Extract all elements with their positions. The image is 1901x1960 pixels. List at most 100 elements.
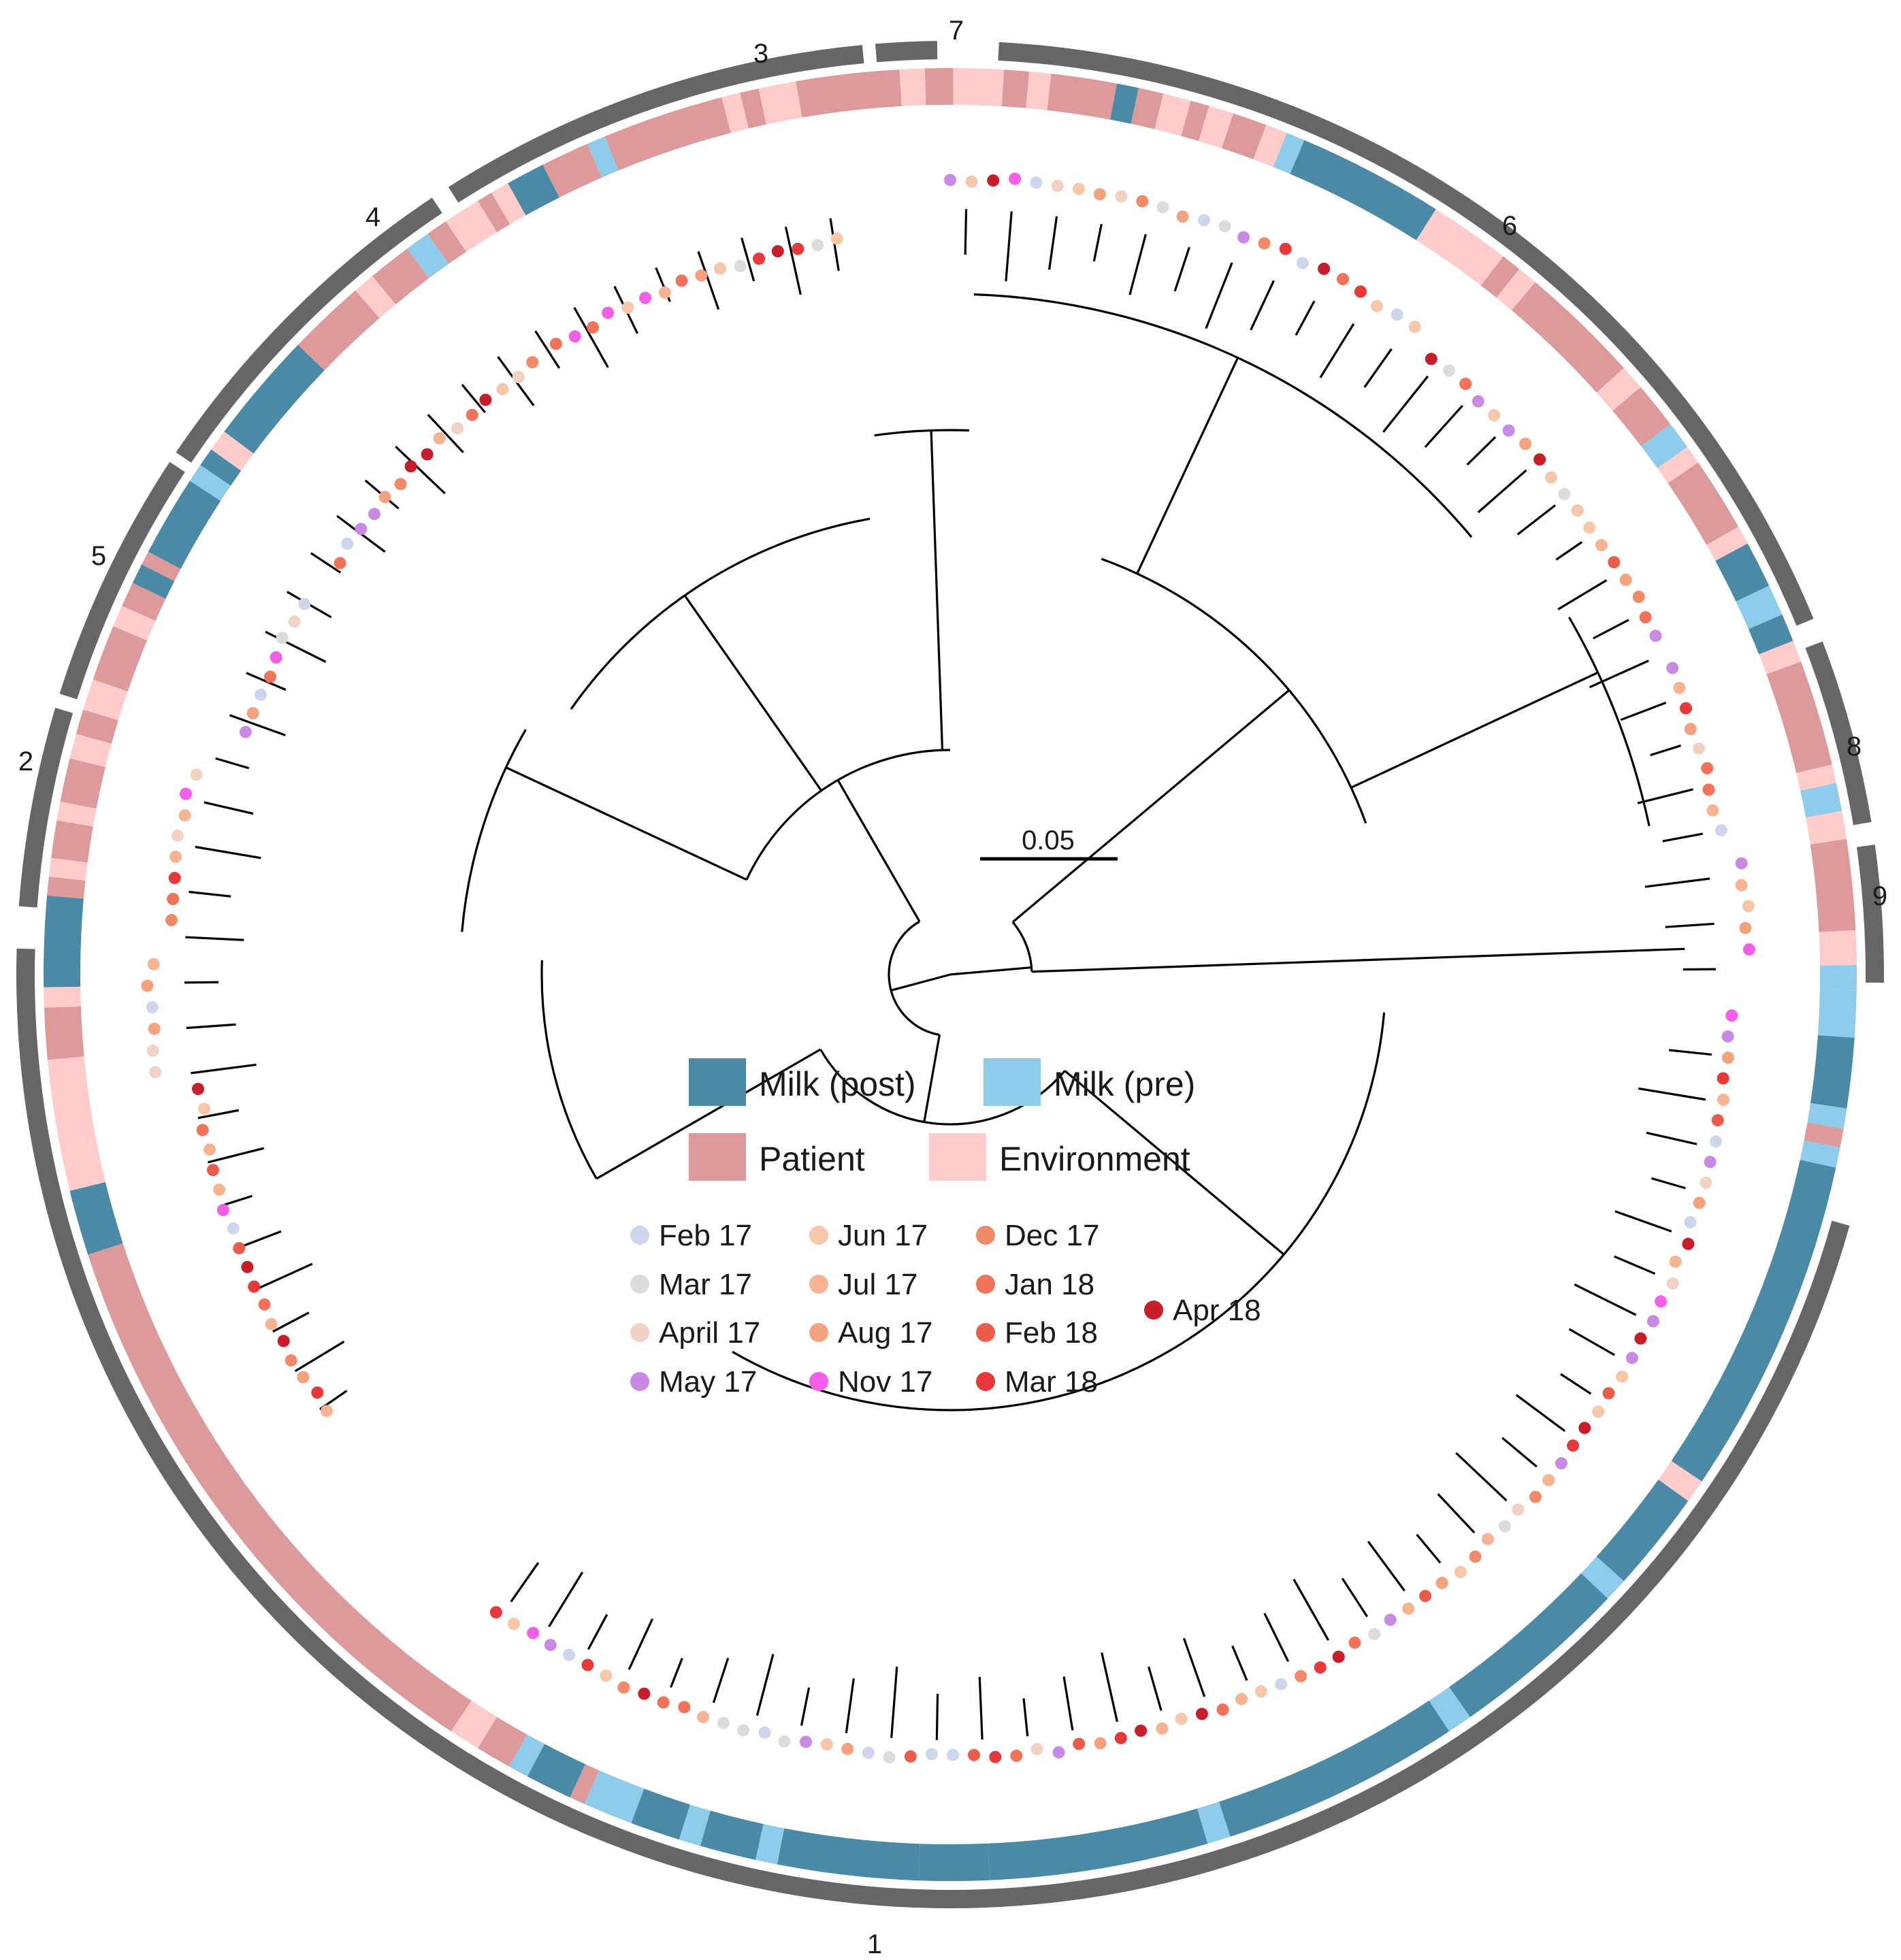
tree-tip-branch xyxy=(1650,745,1681,757)
tip-dot xyxy=(241,1260,254,1273)
tip-dot xyxy=(1368,1628,1381,1641)
source-segment xyxy=(1766,662,1813,706)
tree-tip-branch xyxy=(1589,659,1649,689)
tip-dot xyxy=(1602,1387,1615,1400)
tip-dot xyxy=(778,1735,791,1748)
month-dot-april-17 xyxy=(630,1323,649,1342)
tree-tip-branch xyxy=(978,1677,984,1740)
tip-dot xyxy=(1704,1156,1717,1169)
source-segment xyxy=(1810,1035,1855,1109)
tip-dot xyxy=(171,829,184,842)
tip-dot xyxy=(192,1083,204,1096)
tip-dot xyxy=(1646,1315,1659,1328)
tree-tip-branch xyxy=(1515,1394,1566,1433)
legend-swatch-patient xyxy=(689,1133,746,1181)
tip-dot xyxy=(944,174,956,186)
tip-dot xyxy=(311,1386,324,1399)
tip-dot xyxy=(1655,1295,1668,1308)
tree-branch xyxy=(930,430,944,751)
tree-tip-branch xyxy=(1651,1177,1686,1190)
tip-dot xyxy=(1073,1737,1086,1750)
source-segment xyxy=(953,68,1004,107)
tip-dot xyxy=(198,1102,211,1115)
tip-dot xyxy=(1632,591,1645,603)
tip-dot xyxy=(1469,1550,1482,1563)
legend-label-milk-pre: Milk (pre) xyxy=(1054,1065,1195,1103)
tree-tip-branch xyxy=(1557,579,1608,610)
tip-dot xyxy=(1715,824,1727,836)
source-segment xyxy=(1449,1573,1608,1718)
tree-tip-branch xyxy=(1516,504,1556,536)
source-legend: Milk (post) Milk (pre) Patient Environme… xyxy=(689,1058,1195,1181)
scale-bar-label: 0.05 xyxy=(1022,826,1075,855)
tip-dot xyxy=(451,422,464,435)
source-segment xyxy=(44,986,81,1008)
tip-dot xyxy=(227,1222,240,1235)
source-segment xyxy=(918,1843,990,1881)
source-segment xyxy=(1819,930,1857,966)
tree-tip-branch xyxy=(1148,1666,1163,1711)
tip-dot xyxy=(1735,857,1748,870)
source-segment xyxy=(1657,446,1699,483)
tip-dot xyxy=(639,291,652,304)
tip-dot xyxy=(830,232,843,245)
source-segment xyxy=(200,449,242,486)
tip-dot xyxy=(146,1001,159,1014)
tree-tip-branch xyxy=(265,630,327,664)
tip-dot xyxy=(526,356,539,369)
tip-dot xyxy=(658,286,671,299)
source-segment xyxy=(43,895,84,987)
tree-branches xyxy=(184,209,1716,1740)
tree-branch xyxy=(1567,617,1651,827)
tree-tip-branch xyxy=(189,890,231,898)
tip-dot xyxy=(697,1711,710,1723)
tree-tip-branch xyxy=(1501,1437,1538,1468)
month-dot-dec-17 xyxy=(976,1226,995,1245)
tip-dot xyxy=(394,478,407,491)
tip-dot xyxy=(1669,1255,1682,1268)
source-segment xyxy=(44,1006,84,1060)
tip-dot xyxy=(1666,1277,1679,1290)
cluster-arc-8 xyxy=(1805,641,1872,826)
source-segment xyxy=(1736,585,1783,630)
month-dot-jan-18 xyxy=(976,1275,995,1294)
tip-dot xyxy=(206,1164,219,1177)
tip-dot xyxy=(987,174,1000,187)
tree-tip-branch xyxy=(197,1109,240,1120)
tip-dot xyxy=(169,850,182,863)
month-label-mar-17: Mar 17 xyxy=(659,1268,752,1301)
tip-dot xyxy=(713,262,726,275)
tip-dot xyxy=(1235,1693,1248,1705)
tip-dot xyxy=(1176,210,1189,223)
source-segment xyxy=(1181,100,1209,142)
source-segment xyxy=(76,709,118,744)
tip-dot xyxy=(1115,190,1128,203)
source-segment xyxy=(604,97,731,171)
source-segment xyxy=(542,144,602,198)
tip-dot xyxy=(489,1606,502,1619)
tree-branch xyxy=(1011,921,1033,972)
tip-dot xyxy=(1721,1030,1734,1043)
cluster-arc-7 xyxy=(875,41,938,63)
source-segment xyxy=(224,344,325,454)
tip-dot xyxy=(1030,176,1043,189)
tree-tip-branch xyxy=(670,1658,683,1688)
tip-dot xyxy=(1735,879,1748,892)
tree-branch xyxy=(732,1012,1386,1411)
source-segment xyxy=(1154,93,1191,136)
tree-tip-branch xyxy=(1646,1131,1697,1145)
tip-dot xyxy=(792,242,805,255)
tip-dot xyxy=(811,239,824,252)
source-segment xyxy=(407,233,449,278)
tip-dot xyxy=(1544,471,1557,484)
source-segment xyxy=(48,858,88,881)
tip-dot xyxy=(421,448,434,461)
tip-dot xyxy=(378,491,391,504)
tip-dot xyxy=(165,914,178,926)
tree-tip-branch xyxy=(587,1614,608,1650)
tip-dot xyxy=(638,1687,651,1700)
tree-tip-branch xyxy=(1669,1049,1712,1056)
month-legend: Feb 17 Mar 17 April 17 May 17 Jun 17 Jul… xyxy=(630,1219,1261,1399)
tip-dot xyxy=(1295,1669,1307,1682)
tip-dot xyxy=(549,338,562,350)
